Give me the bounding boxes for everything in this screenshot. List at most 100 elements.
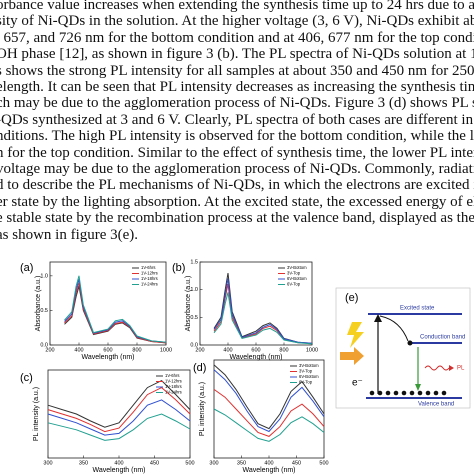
x-axis-label: Wavelength (nm) [229, 354, 282, 361]
electron [407, 340, 413, 346]
series-line [47, 379, 191, 428]
arrow-head [374, 314, 382, 322]
x-tick-label: 450 [292, 460, 301, 466]
series-line [64, 286, 167, 344]
arrow-head [449, 365, 454, 371]
legend-label: 1V-6hrs [165, 373, 179, 378]
text-line: elength. It can be seen that PL intensit… [0, 79, 474, 96]
legend-label: 6V-Top [287, 282, 301, 287]
light-arrow [340, 347, 364, 365]
series-line [213, 408, 325, 442]
text-line: s shows the strong PL intensity for all … [0, 62, 474, 79]
diagram-e: (e) Excited state Conduction band PL e⁻ … [335, 287, 471, 409]
x-tick-label: 400 [223, 347, 232, 353]
pl-label: PL [457, 366, 465, 372]
legend-label: 6V-Bottom [287, 276, 307, 281]
y-axis-label: Absorbance (a.u.) [35, 276, 42, 332]
series-line [213, 388, 325, 437]
x-tick-label: 500 [185, 460, 194, 466]
x-tick-label: 300 [209, 460, 218, 466]
text-line: er state by the lighting absorption. At … [0, 193, 474, 210]
x-tick-label: 300 [43, 460, 52, 466]
text-line: n for the top condition. Similar to the … [0, 144, 474, 161]
x-tick-label: 400 [264, 460, 273, 466]
panel-label: (d) [193, 362, 206, 374]
series-line [47, 413, 191, 441]
legend-label: 3V-Top [299, 369, 313, 374]
x-tick-label: 200 [45, 347, 54, 353]
legend-label: 3V-Bottom [299, 363, 319, 368]
x-tick-label: 500 [319, 460, 328, 466]
legend-label: 1V-12hrs [141, 271, 158, 276]
panel: (d) 300 350 400 450 500 Wavelength (nm) PL inte… [193, 359, 329, 474]
conduction-label: Conduction band [420, 335, 465, 341]
x-tick-label: 600 [251, 347, 260, 353]
text-line: d to describe the PL mechanisms of Ni-QD… [0, 177, 474, 194]
panel-label: (e) [345, 292, 358, 304]
text-line: e stable state by the recombination proc… [0, 210, 474, 227]
paragraph: orbance value increases when extending t… [0, 0, 474, 243]
legend-label: 1V-24hrs [165, 390, 182, 395]
series-line [213, 364, 325, 430]
series-line [64, 282, 167, 344]
series-line [47, 387, 191, 433]
x-tick-label: 450 [150, 460, 159, 466]
legend-label: 1V-6hrs [141, 265, 155, 270]
panel: (a) 200 400 600 800 1000 0.0 0.5 1.0 Wavelength (… [20, 261, 172, 361]
text-line: sity of Ni-QDs in the solution. At the h… [0, 13, 474, 30]
y-axis-label: PL intensity (a.u.) [199, 382, 206, 436]
x-axis-label: Wavelength (nm) [92, 467, 145, 474]
y-tick-label: 0.0 [190, 342, 198, 348]
panel-label: (b) [172, 262, 185, 274]
x-tick-label: 800 [279, 347, 288, 353]
x-tick-label: 350 [237, 460, 246, 466]
series-line [47, 399, 191, 436]
panel: (b) 200 400 600 800 1000 0.0 0.5 1.0 1.5 Wavelengt… [172, 259, 318, 360]
y-tick-label: 1.0 [190, 287, 198, 293]
legend-label: 1V-18hrs [141, 276, 158, 281]
y-tick-label: 1.0 [40, 273, 48, 279]
panel: (c) 300 350 400 450 500 Wavelength (nm) PL inte… [20, 369, 195, 474]
text-line: nditions. The high PL intensity is obser… [0, 128, 474, 145]
text-line: voltage may be due to the agglomeration … [0, 161, 474, 178]
series-line [64, 279, 167, 343]
y-tick-label: 0.0 [40, 342, 48, 348]
legend-label: 6V-Top [299, 380, 313, 385]
x-tick-label: 400 [114, 460, 123, 466]
series-line [213, 292, 313, 345]
valence-label: Valence band [418, 402, 454, 408]
x-tick-label: 350 [79, 460, 88, 466]
x-tick-label: 1000 [160, 347, 172, 353]
series-line [213, 278, 313, 344]
x-tick-label: 800 [132, 347, 141, 353]
legend-label: 1V-18hrs [165, 384, 182, 389]
lightning [347, 322, 364, 348]
legend-label: 1V-12hrs [165, 379, 182, 384]
text-line: as shown in figure 3(e). [0, 226, 139, 243]
arrow-head [415, 384, 421, 391]
valence-electrons [369, 390, 447, 396]
y-tick-label: 0.5 [40, 308, 48, 314]
x-tick-label: 200 [195, 347, 204, 353]
y-tick-label: 0.5 [190, 315, 198, 321]
x-axis-label: Wavelength (nm) [81, 354, 134, 361]
x-tick-label: 400 [74, 347, 83, 353]
text-line: orbance value increases when extending t… [0, 0, 474, 13]
legend-label: 6V-Bottom [299, 374, 319, 379]
panel-label: (c) [20, 372, 33, 384]
text-line: ch may be due to the agglomeration proce… [0, 95, 474, 112]
relax-arrow [379, 315, 409, 342]
legend-label: 3V-Top [287, 271, 301, 276]
diagram-frame [335, 287, 471, 409]
series-line [213, 284, 313, 344]
y-tick-label: 1.5 [190, 259, 198, 265]
y-axis-label: PL intensity (a.u.) [33, 387, 40, 441]
legend-label: 1V-24hrs [141, 282, 158, 287]
x-tick-label: 600 [103, 347, 112, 353]
text-line: OH phase [12], as shown in figure 3 (b).… [0, 46, 474, 63]
legend-label: 3V-Bottom [287, 265, 307, 270]
excited-label: Excited state [400, 306, 435, 312]
series-line [213, 369, 325, 433]
series-line [64, 275, 167, 343]
